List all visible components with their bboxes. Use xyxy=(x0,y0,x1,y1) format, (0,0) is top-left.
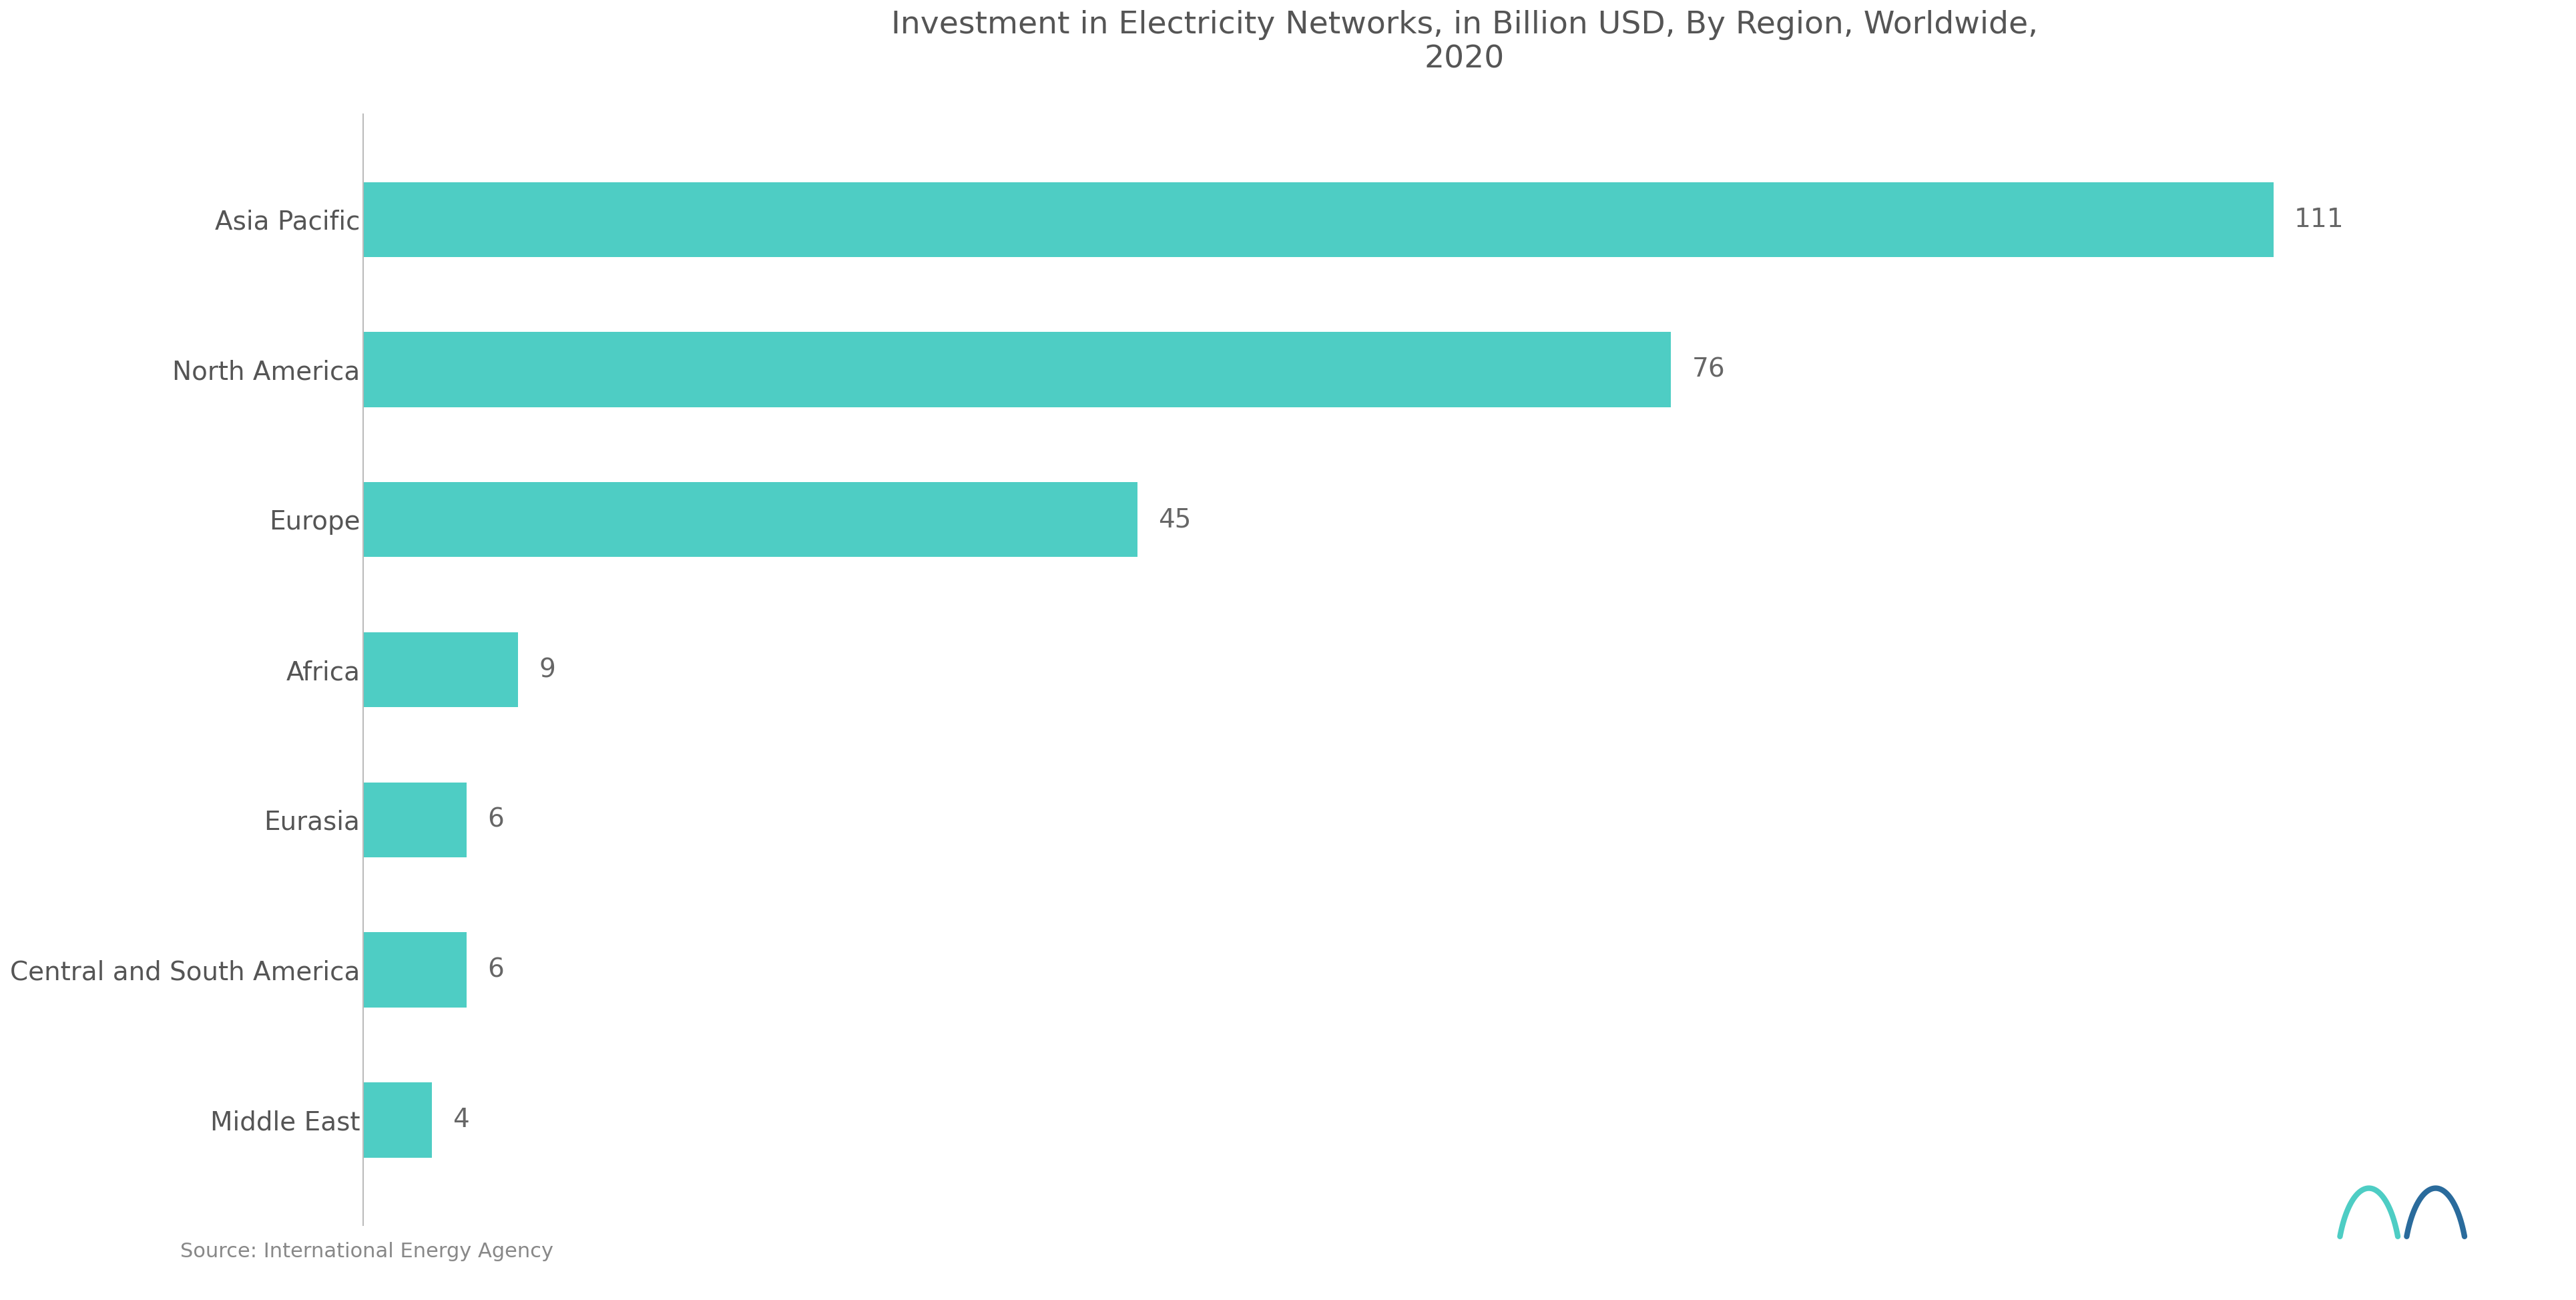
Text: 6: 6 xyxy=(487,957,505,983)
Bar xyxy=(363,932,466,1008)
Text: 76: 76 xyxy=(1692,358,1726,382)
Text: 4: 4 xyxy=(453,1108,469,1132)
Text: 45: 45 xyxy=(1159,507,1190,532)
Text: 9: 9 xyxy=(538,656,556,683)
Bar xyxy=(363,783,466,857)
Title: Investment in Electricity Networks, in Billion USD, By Region, Worldwide,
2020: Investment in Electricity Networks, in B… xyxy=(891,10,2038,75)
Bar xyxy=(363,482,1139,558)
Text: 6: 6 xyxy=(487,807,505,832)
Text: Source: International Energy Agency: Source: International Energy Agency xyxy=(180,1242,554,1261)
Text: 111: 111 xyxy=(2295,207,2344,233)
Bar xyxy=(363,1083,433,1157)
Bar xyxy=(363,632,518,707)
Bar xyxy=(363,182,2275,257)
Bar xyxy=(363,332,1672,407)
